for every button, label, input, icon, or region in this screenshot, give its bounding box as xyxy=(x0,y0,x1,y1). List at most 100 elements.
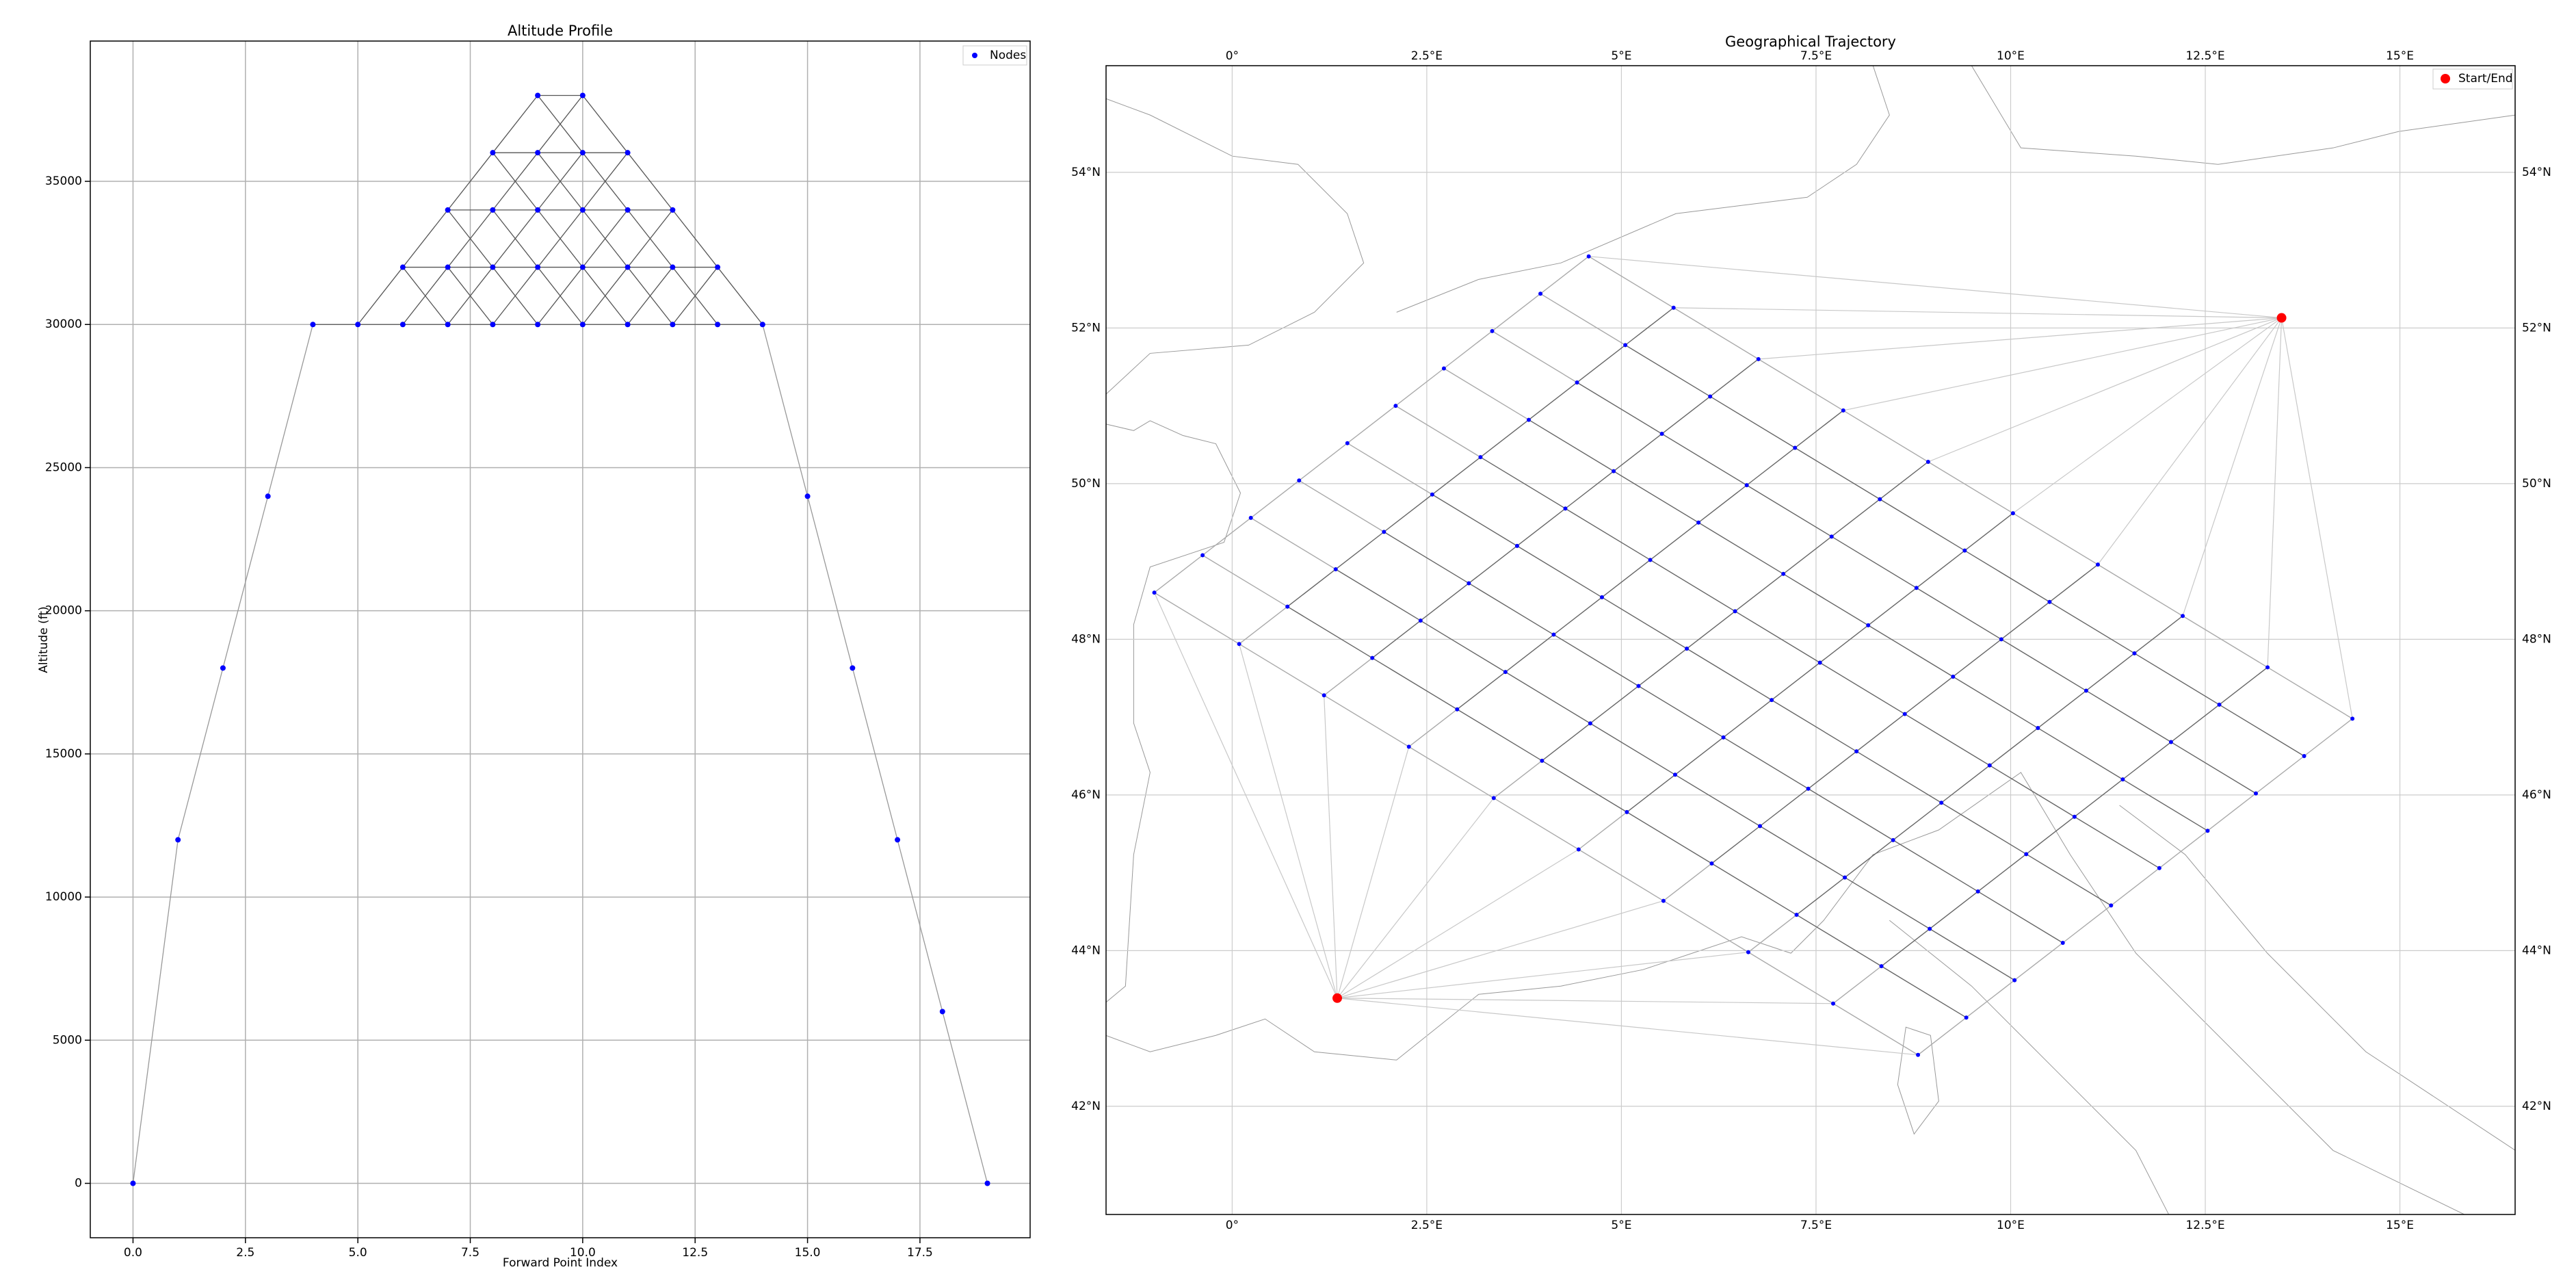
edge xyxy=(1759,788,1809,827)
node xyxy=(579,207,586,213)
edge xyxy=(1758,317,2282,360)
node xyxy=(579,92,586,99)
edge xyxy=(1819,625,1869,664)
edge xyxy=(1709,359,1759,398)
edge xyxy=(1638,648,1687,687)
node xyxy=(1685,647,1690,651)
edge xyxy=(2074,816,2160,869)
edge xyxy=(1324,658,1373,696)
edge xyxy=(132,840,179,1184)
node xyxy=(715,322,721,328)
edge xyxy=(1796,914,1882,967)
node xyxy=(490,264,496,270)
edge xyxy=(2001,601,2050,640)
node xyxy=(1586,254,1591,259)
edge xyxy=(1904,676,1954,715)
x-tick-label: 2.5°E xyxy=(1411,1219,1443,1232)
edge xyxy=(1759,825,1845,879)
edge xyxy=(1578,811,1627,850)
edge xyxy=(1337,746,1410,998)
edge xyxy=(2049,564,2099,603)
node xyxy=(715,264,721,270)
edge xyxy=(1516,545,1603,598)
edge xyxy=(1287,606,1373,659)
edge xyxy=(1456,709,1542,762)
node xyxy=(1914,586,1919,590)
edge xyxy=(1916,550,1965,588)
edge xyxy=(2074,779,2123,818)
y-tick-label: 50°N xyxy=(2522,477,2551,491)
edge xyxy=(1796,876,1845,915)
node xyxy=(1406,744,1411,749)
edge xyxy=(1673,307,1759,360)
edge xyxy=(1879,461,1929,500)
edge xyxy=(1748,914,1797,953)
x-tick-label: 5°E xyxy=(1611,49,1631,63)
edge xyxy=(402,209,449,268)
node xyxy=(2265,665,2270,670)
edge xyxy=(1202,517,1252,556)
edge xyxy=(2012,317,2282,514)
edge xyxy=(1856,714,1906,752)
node xyxy=(1491,796,1496,801)
edge xyxy=(1577,382,1662,434)
x-tick-label: 15°E xyxy=(2386,1219,2414,1232)
edge xyxy=(2037,727,2123,780)
x-tick-label: 2.5°E xyxy=(1411,49,1443,63)
node xyxy=(399,322,406,328)
node xyxy=(1671,305,1676,310)
node xyxy=(399,264,406,270)
node xyxy=(2168,740,2173,744)
node xyxy=(1987,763,1992,768)
y-tick-label: 42°N xyxy=(2522,1100,2551,1113)
x-tick-label: 7.5°E xyxy=(1800,49,1832,63)
node xyxy=(1831,1001,1836,1006)
y-tick-label: 52°N xyxy=(1071,321,1101,335)
edge xyxy=(1952,638,2002,677)
node xyxy=(1951,674,1956,679)
node xyxy=(850,665,856,671)
edge xyxy=(1432,494,1518,547)
edge xyxy=(1844,876,1930,930)
edge xyxy=(627,267,673,325)
x-tick-label: 0.0 xyxy=(124,1246,142,1260)
edge xyxy=(1673,307,2282,319)
node xyxy=(579,150,586,156)
edge xyxy=(1723,699,1772,738)
edge xyxy=(1626,774,1676,813)
node xyxy=(1866,623,1871,627)
edge xyxy=(1625,307,1674,346)
edge xyxy=(1613,471,1699,523)
edge xyxy=(1794,410,1844,449)
edge xyxy=(1588,256,1674,309)
y-tick-label: 44°N xyxy=(1071,944,1101,957)
node xyxy=(759,322,765,328)
edge xyxy=(627,209,673,268)
edge xyxy=(2086,653,2135,691)
node xyxy=(1928,926,1932,931)
edge xyxy=(1746,447,1796,486)
node xyxy=(1599,595,1604,599)
node xyxy=(1588,721,1592,726)
node xyxy=(984,1180,990,1186)
edge xyxy=(1831,536,1917,588)
node xyxy=(265,493,271,499)
node xyxy=(1733,609,1737,614)
node xyxy=(1806,786,1811,791)
edge xyxy=(2267,317,2283,668)
node xyxy=(1382,530,1386,534)
edge xyxy=(1480,456,1566,509)
edge xyxy=(1709,395,1796,449)
edge xyxy=(2159,830,2208,869)
edge xyxy=(627,152,673,211)
edge xyxy=(1661,433,1748,486)
edge xyxy=(852,668,898,840)
node xyxy=(1152,590,1157,595)
edge xyxy=(1154,592,1338,999)
edge xyxy=(1941,765,1990,803)
coastlines xyxy=(1106,66,2516,1214)
x-tick-label: 0° xyxy=(1226,1219,1239,1232)
x-tick-label: 5.0 xyxy=(349,1246,367,1260)
node xyxy=(804,493,811,499)
edge xyxy=(1456,671,1506,710)
